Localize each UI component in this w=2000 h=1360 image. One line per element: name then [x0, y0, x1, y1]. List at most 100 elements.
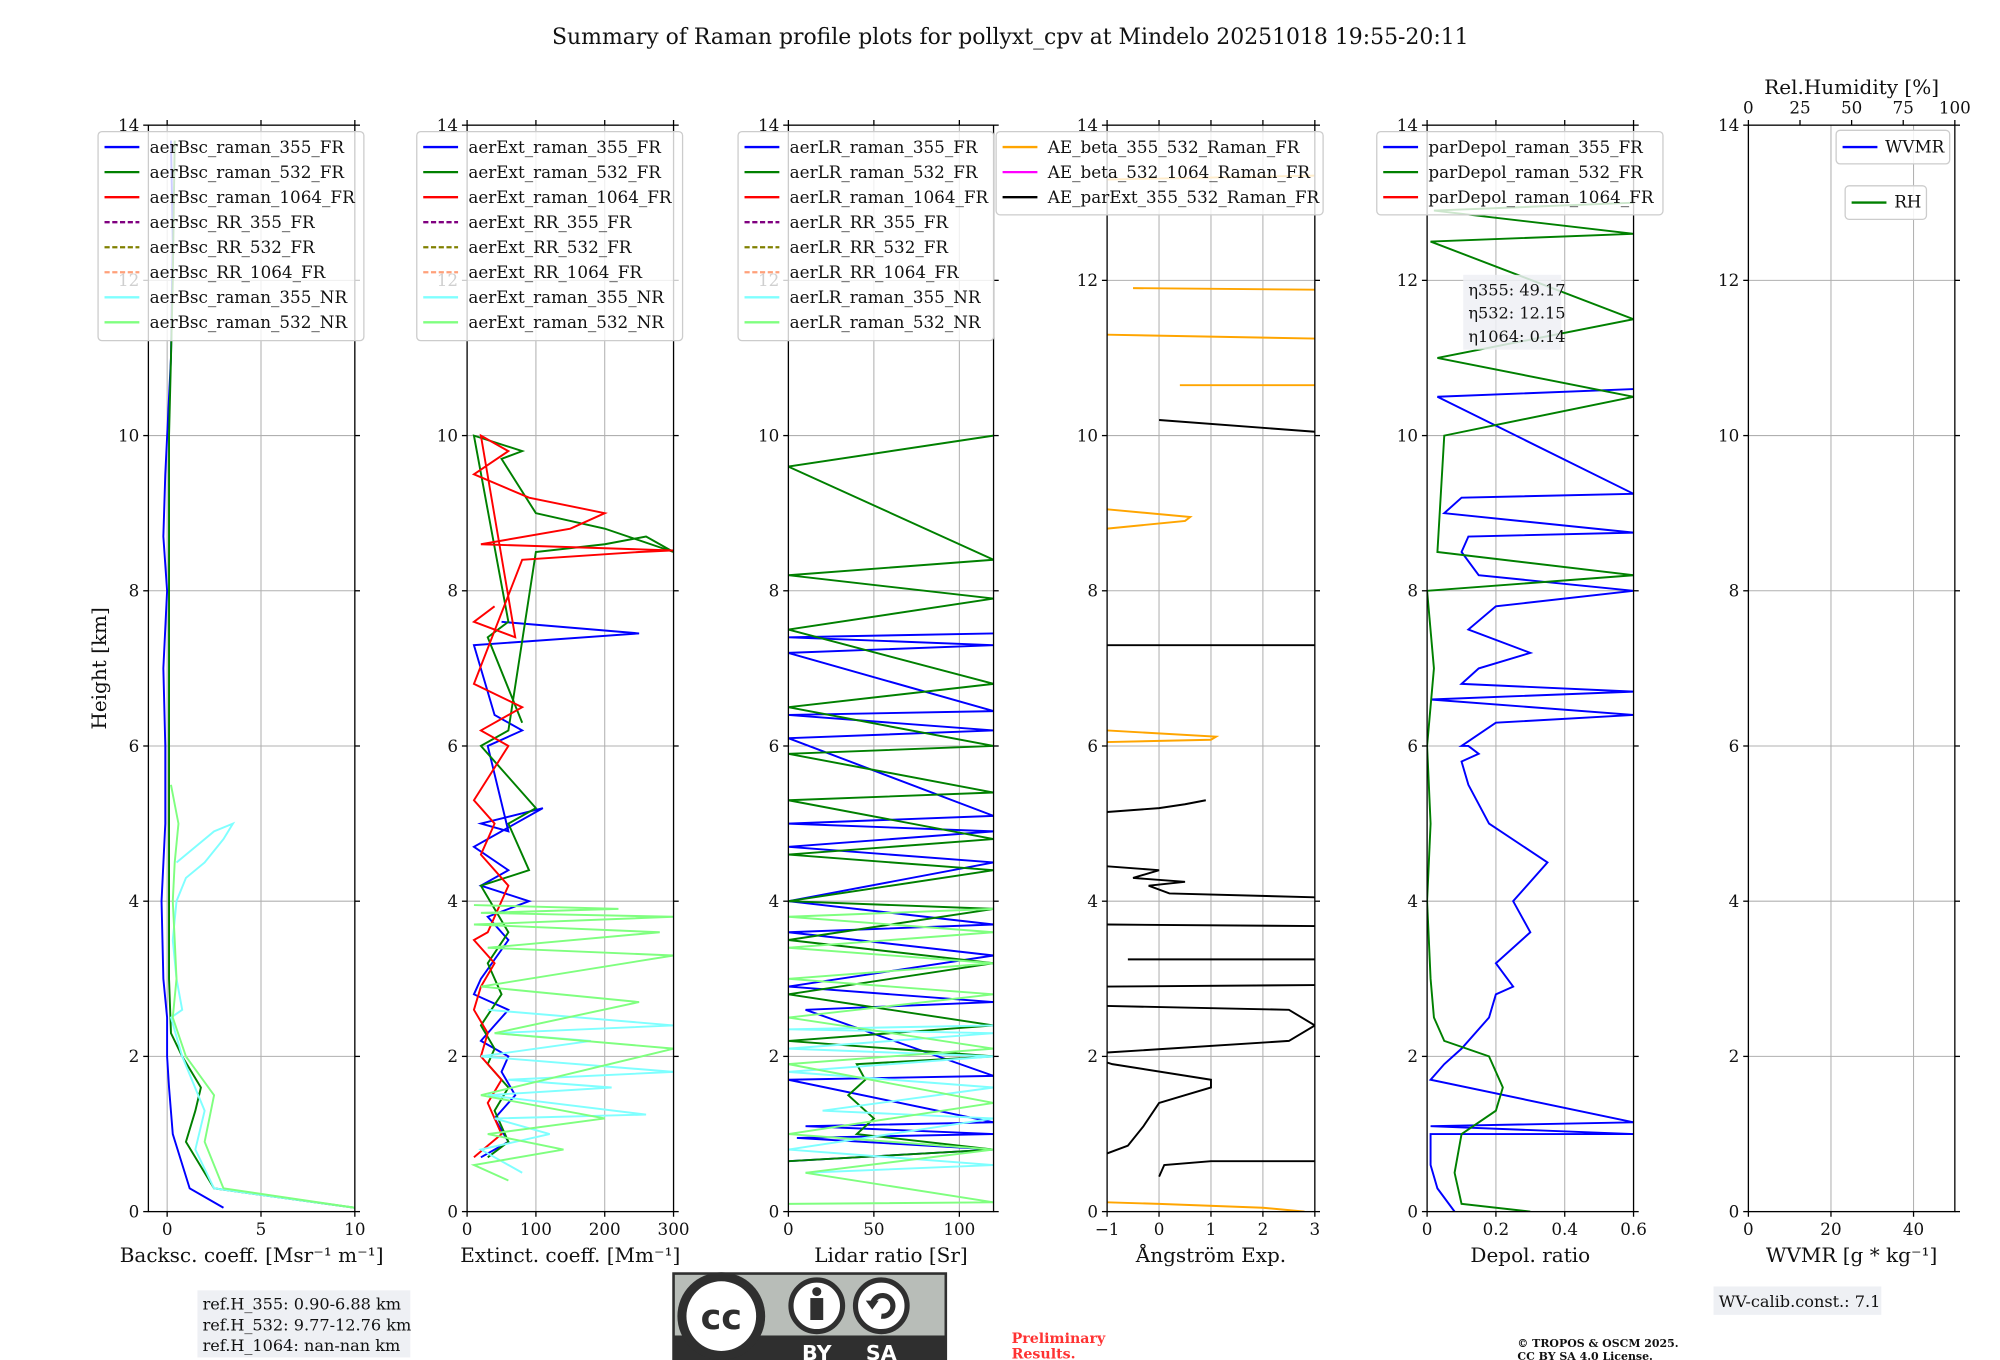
y-tick-label: 10: [1718, 425, 1739, 445]
series-group: [160, 140, 355, 1209]
legend-label: aerLR_raman_355_FR: [790, 137, 979, 157]
legend-label: aerBsc_RR_1064_FR: [150, 262, 327, 282]
y-tick-label: 8: [769, 581, 780, 601]
ref-heights-box: ref.H_355: 0.90-6.88 km ref.H_532: 9.77-…: [197, 1290, 412, 1358]
legend-label: aerLR_raman_532_FR: [790, 162, 979, 182]
y-tick-label: 12: [1397, 270, 1418, 290]
series-line-aerExt_raman_1064_FR: [471, 433, 674, 1159]
series-line-parDepol_raman_355_FR: [1428, 388, 1634, 1212]
legend-box: [1376, 130, 1664, 216]
y-tick-label: 0: [769, 1201, 780, 1221]
x-tick-label: 40: [1903, 1219, 1924, 1239]
legend-label: aerLR_RR_532_FR: [790, 237, 950, 257]
y-tick-label: 0: [447, 1201, 458, 1221]
legend-label: AE_beta_355_532_Raman_FR: [1047, 137, 1301, 157]
y-tick-label: 14: [437, 115, 458, 135]
attribution-icon: [788, 1277, 846, 1335]
legend-label: AE_parExt_355_532_Raman_FR: [1047, 187, 1321, 207]
ref-height-355: ref.H_355: 0.90-6.88 km: [203, 1295, 401, 1314]
legend-RH: RH: [1844, 185, 1928, 220]
y-tick-label: 8: [1729, 581, 1740, 601]
series-group: [1427, 201, 1634, 1212]
legend-label: aerExt_raman_355_FR: [468, 137, 662, 157]
y-tick-label: 12: [1718, 270, 1739, 290]
ref-height-1064: ref.H_1064: nan-nan km: [203, 1336, 401, 1355]
y-tick-label: 4: [1729, 891, 1740, 911]
axes-frame: [1426, 124, 1635, 1213]
legend-label: AE_beta_532_1064_Raman_FR: [1047, 162, 1312, 182]
legend: aerExt_raman_355_FR aerExt_raman_532_FRae…: [416, 130, 684, 342]
series-line-aerBsc_raman_355_NR: [169, 821, 355, 1209]
preliminary-label-2: Results.: [1012, 1347, 1076, 1360]
y-tick-label: 10: [1077, 425, 1098, 445]
legend-label: aerBsc_RR_532_FR: [150, 237, 316, 257]
y-tick-label: 6: [447, 736, 458, 756]
top-x-tick-label: 50: [1841, 98, 1862, 118]
x-axis-label: Lidar ratio [Sr]: [814, 1243, 968, 1267]
y-tick-label: 14: [118, 115, 139, 135]
legend-label: aerExt_raman_355_NR: [468, 287, 665, 307]
legend-label: aerLR_raman_532_NR: [790, 312, 982, 332]
y-tick-label: 6: [129, 736, 140, 756]
top-x-tick-label: 0: [1743, 98, 1754, 118]
y-tick-label: 2: [1729, 1046, 1740, 1066]
series-group: [788, 434, 994, 1205]
series-group: [470, 433, 674, 1182]
ref-height-532: ref.H_532: 9.77-12.76 km: [203, 1315, 412, 1334]
legend-label: aerBsc_raman_532_FR: [150, 162, 346, 182]
by-label: BY: [802, 1341, 833, 1360]
x-tick-label: 100: [943, 1219, 975, 1239]
top-x-axis-label: Rel.Humidity [%]: [1764, 75, 1939, 99]
preliminary-label-1: Preliminary: [1012, 1331, 1106, 1347]
series-line-aerExt_raman_532_FR: [472, 434, 674, 1159]
axes-frame: [147, 124, 356, 1213]
y-tick-label: 4: [769, 891, 780, 911]
legend-label: aerBsc_raman_355_NR: [150, 287, 349, 307]
legend-label: aerExt_RR_532_FR: [468, 237, 632, 257]
axes-frame: [1747, 124, 1956, 1213]
x-axis-label: Depol. ratio: [1470, 1243, 1590, 1267]
legend-label: aerExt_raman_532_FR: [468, 162, 662, 182]
y-tick-label: 2: [1407, 1046, 1418, 1066]
legend-label: aerLR_RR_1064_FR: [790, 262, 960, 282]
series-line-AE_beta_355_532_Raman_FR: [1107, 174, 1315, 1212]
x-tick-label: 3: [1310, 1219, 1321, 1239]
legend-label: aerBsc_RR_355_FR: [150, 212, 316, 232]
series-line-aerLR_raman_532_NR: [788, 907, 994, 1205]
series-line-AE_parExt_355_532_Raman_FR: [1107, 419, 1315, 1178]
legend: aerLR_raman_355_FR aerLR_raman_532_FR aerL…: [737, 130, 995, 342]
series-group: [1107, 174, 1315, 1212]
legend-label: aerExt_RR_355_FR: [468, 212, 632, 232]
x-tick-label: 0: [462, 1219, 473, 1239]
x-tick-label: −1: [1095, 1219, 1120, 1239]
panel-extinction: 024681012140100200300Extinct. coeff. [Mm…: [416, 115, 690, 1267]
legend-label: aerLR_raman_355_NR: [790, 287, 982, 307]
x-tick-label: 20: [1820, 1219, 1841, 1239]
y-tick-label: 2: [769, 1046, 780, 1066]
series-line-aerBsc_raman_532_NR: [170, 784, 355, 1209]
x-tick-label: 100: [520, 1219, 552, 1239]
y-tick-label: 4: [1087, 891, 1098, 911]
x-axis-label: Ångström Exp.: [1135, 1242, 1286, 1267]
eta-annotation-2: η1064: 0.14: [1468, 327, 1565, 346]
y-tick-label: 6: [1729, 736, 1740, 756]
y-tick-label: 12: [1077, 270, 1098, 290]
legend-label: parDepol_raman_355_FR: [1428, 137, 1644, 157]
legend-label: aerExt_raman_1064_FR: [468, 187, 673, 207]
eta-annotation-box: η355: 49.17 η532: 12.15 η1064: 0.14: [1463, 274, 1565, 350]
legend-box: [1835, 129, 1951, 165]
y-axis-label: Height [km]: [87, 607, 111, 729]
y-tick-label: 2: [447, 1046, 458, 1066]
legend-box: [416, 130, 684, 342]
series-line-aerLR_raman_355_NR: [788, 1024, 994, 1174]
series-line-aerExt_raman_532_NR: [470, 904, 674, 1182]
x-tick-label: 10: [344, 1219, 365, 1239]
legend-label: aerBsc_raman_1064_FR: [150, 187, 356, 207]
series-line-aerLR_raman_532_FR: [788, 434, 994, 1163]
copyright-line-2: CC BY SA 4.0 License.: [1517, 1350, 1652, 1360]
legend-label: aerBsc_raman_532_NR: [150, 312, 349, 332]
figure-title: Summary of Raman profile plots for polly…: [552, 25, 1469, 50]
legend-label: aerExt_RR_1064_FR: [468, 262, 643, 282]
